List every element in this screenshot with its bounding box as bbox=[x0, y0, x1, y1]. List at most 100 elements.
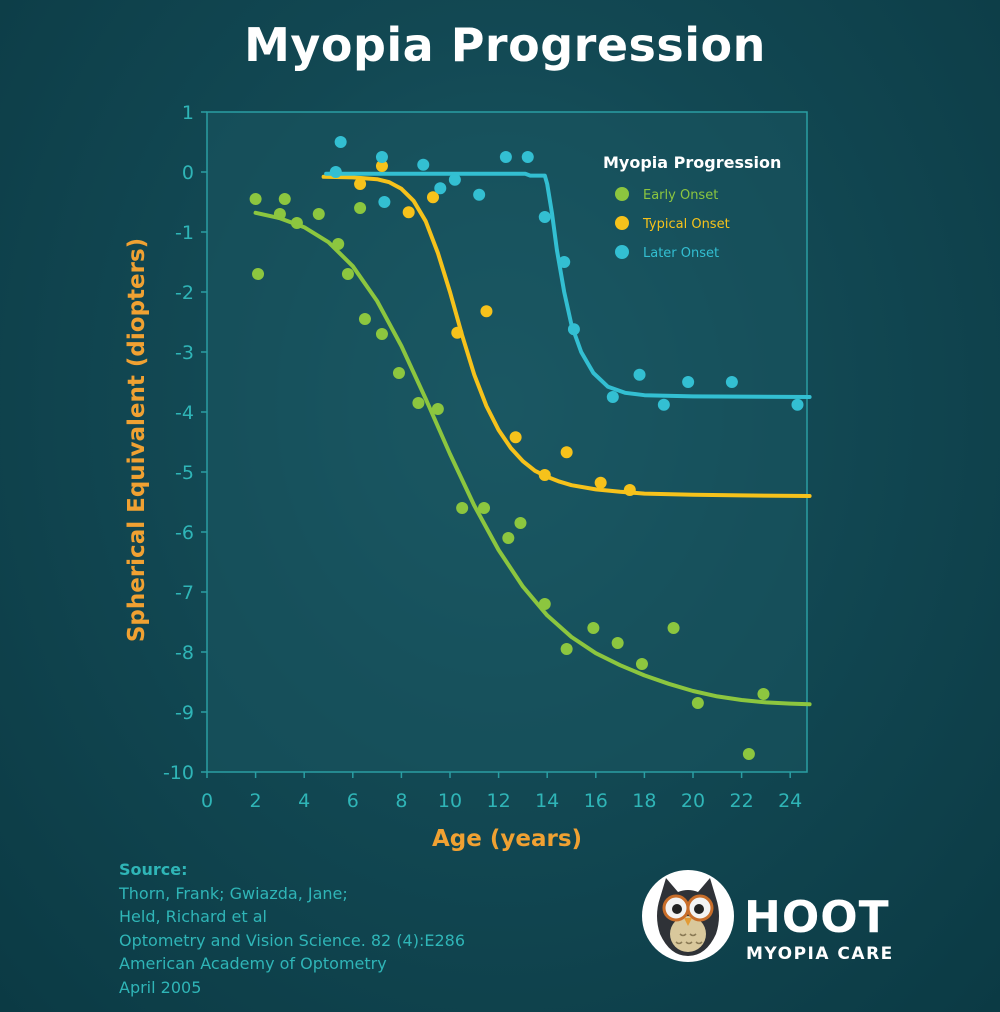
typical-onset-point bbox=[538, 469, 551, 481]
x-tick-label: 20 bbox=[681, 790, 705, 812]
legend-marker bbox=[615, 216, 629, 230]
later-onset-point bbox=[633, 368, 646, 381]
early-onset-point bbox=[538, 598, 551, 610]
typical-onset-point bbox=[426, 191, 439, 204]
y-tick-label: -10 bbox=[163, 762, 194, 784]
early-onset-point bbox=[742, 748, 755, 760]
x-tick-label: 24 bbox=[778, 790, 802, 812]
later-onset-point bbox=[434, 182, 447, 195]
early-onset-point bbox=[456, 502, 469, 514]
y-tick-label: -2 bbox=[175, 282, 194, 304]
later-onset-fit-curve bbox=[324, 171, 812, 399]
y-tick-label: -1 bbox=[175, 222, 194, 244]
early-onset-point bbox=[392, 367, 405, 379]
source-heading: Source: bbox=[119, 860, 188, 879]
later-onset-point bbox=[375, 151, 388, 163]
early-onset-point bbox=[341, 268, 354, 280]
source-citation: Source: Thorn, Frank; Gwiazda, Jane; Hel… bbox=[119, 858, 465, 999]
early-onset-point bbox=[278, 193, 291, 205]
typical-onset-point bbox=[480, 305, 493, 318]
source-line: Optometry and Vision Science. 82 (4):E28… bbox=[119, 930, 466, 950]
later-onset-point bbox=[538, 211, 551, 223]
later-onset-point bbox=[521, 151, 534, 163]
x-tick-label: 12 bbox=[487, 790, 511, 812]
logo-subtitle: MYOPIA CARE bbox=[746, 944, 894, 964]
fit-curves bbox=[253, 171, 812, 707]
x-tick-label: 22 bbox=[730, 790, 754, 812]
later-onset-point bbox=[448, 173, 461, 186]
typical-onset-point bbox=[375, 160, 388, 172]
early-onset-point bbox=[611, 637, 624, 649]
typical-onset-fit-curve bbox=[321, 174, 812, 498]
later-onset-point bbox=[791, 398, 804, 411]
early-onset-point bbox=[514, 517, 527, 529]
logo-brand: HOOT bbox=[744, 892, 890, 943]
early-onset-point bbox=[587, 622, 600, 634]
early-onset-point bbox=[412, 397, 425, 409]
source-line: Thorn, Frank; Gwiazda, Jane; bbox=[119, 883, 348, 903]
later-onset-point bbox=[657, 398, 670, 411]
later-onset-point bbox=[499, 151, 512, 163]
y-tick-label: -8 bbox=[175, 642, 194, 664]
y-tick-label: -3 bbox=[175, 342, 194, 364]
x-tick-label: 2 bbox=[250, 790, 262, 812]
x-tick-label: 8 bbox=[395, 790, 407, 812]
later-onset-point bbox=[378, 196, 391, 208]
typical-onset-point bbox=[594, 476, 607, 489]
source-line: April 2005 bbox=[119, 977, 202, 997]
early-onset-point bbox=[635, 658, 648, 670]
early-onset-point bbox=[332, 238, 345, 250]
later-onset-point bbox=[329, 166, 342, 178]
typical-onset-point bbox=[623, 484, 636, 496]
later-onset-point bbox=[567, 323, 580, 336]
early-onset-point bbox=[375, 328, 388, 340]
hoot-logo: HOOT MYOPIA CARE bbox=[640, 868, 900, 968]
chart-title: Myopia Progression bbox=[244, 18, 766, 72]
early-onset-fit-curve bbox=[253, 210, 812, 707]
x-axis-label: Age (years) bbox=[431, 826, 583, 852]
legend-label: Typical Onset bbox=[642, 217, 730, 232]
early-onset-point bbox=[431, 403, 444, 415]
y-tick-label: 1 bbox=[182, 102, 194, 124]
legend: Myopia Progression Early Onset Typical Ons… bbox=[603, 153, 781, 261]
early-onset-point bbox=[354, 202, 367, 214]
early-onset-point bbox=[560, 643, 573, 655]
early-onset-point bbox=[358, 313, 371, 325]
early-onset-point bbox=[757, 688, 770, 700]
legend-title: Myopia Progression bbox=[603, 153, 781, 172]
x-tick-label: 4 bbox=[298, 790, 310, 812]
x-tick-label: 6 bbox=[347, 790, 359, 812]
typical-onset-point bbox=[354, 178, 367, 190]
legend-marker bbox=[615, 245, 629, 259]
y-axis-label: Spherical Equivalent (diopters) bbox=[124, 237, 150, 643]
typical-onset-point bbox=[560, 446, 573, 459]
legend-marker bbox=[615, 187, 629, 201]
later-onset-point bbox=[682, 376, 695, 388]
owl-icon bbox=[642, 870, 734, 962]
x-tick-label: 18 bbox=[632, 790, 656, 812]
early-onset-point bbox=[478, 502, 491, 514]
source-line: Held, Richard et al bbox=[119, 907, 267, 926]
early-onset-point bbox=[691, 697, 704, 709]
typical-onset-point bbox=[451, 326, 464, 339]
data-points bbox=[249, 136, 804, 760]
later-onset-point bbox=[417, 158, 430, 171]
y-tick-label: -4 bbox=[175, 402, 194, 424]
axes: 10-1-2-3-4-5-6-7-8-9-100 2 4 6 8 10 12 14 16 18 20… bbox=[163, 102, 802, 812]
y-tick-label: -7 bbox=[175, 582, 194, 604]
x-tick-label: 16 bbox=[584, 790, 608, 812]
legend-label: Later Onset bbox=[643, 246, 719, 261]
later-onset-point bbox=[606, 391, 619, 403]
early-onset-point bbox=[252, 268, 265, 280]
later-onset-point bbox=[725, 376, 738, 388]
later-onset-point bbox=[558, 256, 571, 268]
y-tick-label: 0 bbox=[182, 162, 194, 184]
x-tick-label: 14 bbox=[535, 790, 559, 812]
early-onset-point bbox=[273, 208, 286, 220]
y-tick-label: -6 bbox=[175, 522, 194, 544]
early-onset-point bbox=[502, 532, 515, 544]
source-line: American Academy of Optometry bbox=[119, 954, 387, 973]
x-tick-label: 0 bbox=[201, 790, 213, 812]
early-onset-point bbox=[312, 208, 325, 220]
